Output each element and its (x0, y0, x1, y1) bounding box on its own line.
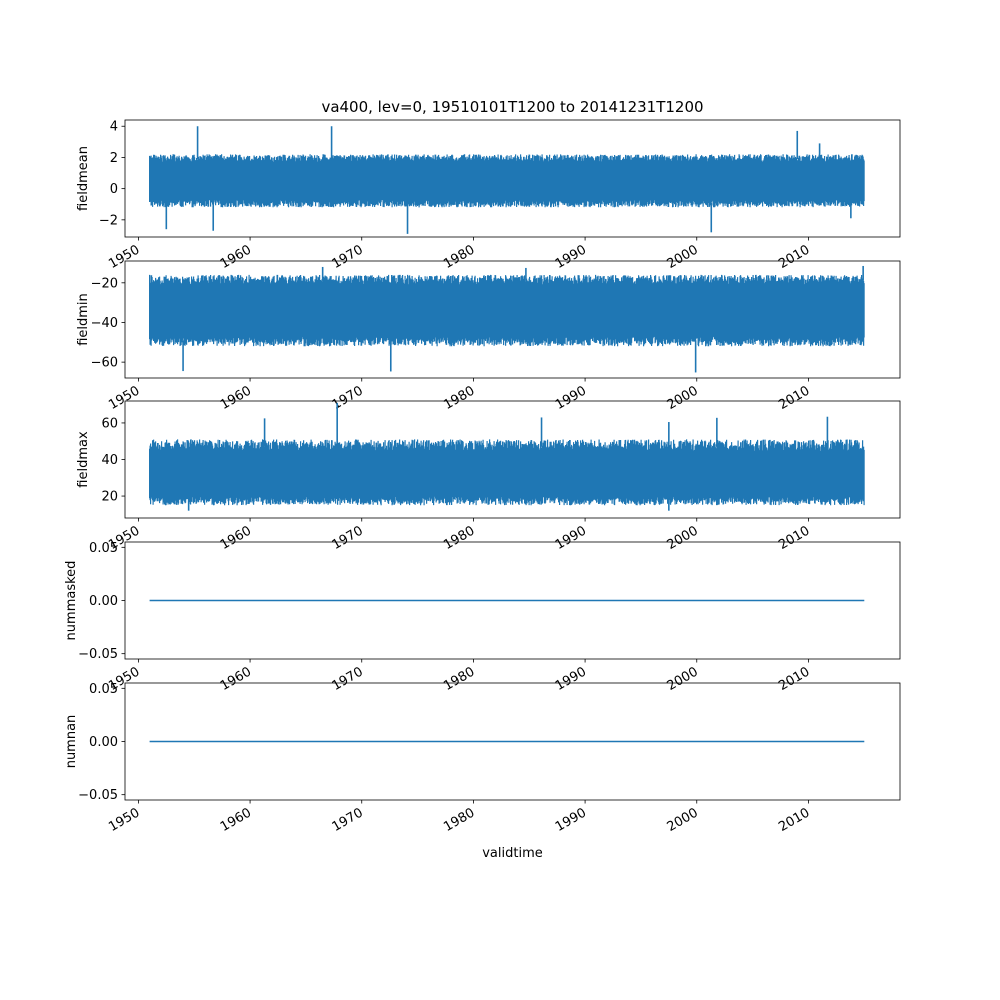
axes-frame-fieldmin (124, 260, 901, 379)
data-line-fieldmax (149, 439, 865, 506)
y-tick-label: 40 (101, 453, 118, 468)
y-axis-label: nummasked (64, 561, 79, 641)
y-tick-label: 0.00 (89, 594, 118, 609)
y-tick-label: −2 (99, 213, 118, 228)
y-tick-label: −20 (91, 276, 118, 291)
y-tick-label: 0.05 (89, 682, 118, 697)
y-tick-label: 60 (101, 416, 118, 431)
y-tick-label: −0.05 (78, 788, 118, 803)
y-tick-label: −40 (91, 316, 118, 331)
chart-title: va400, lev=0, 19510101T1200 to 20141231T… (321, 98, 703, 116)
y-tick-label: 4 (110, 120, 118, 135)
axes-frame-fieldmean (124, 119, 901, 238)
y-tick-label: 2 (110, 151, 118, 166)
y-tick-label: −60 (91, 356, 118, 371)
y-tick-label: −0.05 (78, 647, 118, 662)
data-line-fieldmin (149, 274, 865, 347)
y-tick-label: 0.00 (89, 735, 118, 750)
y-tick-label: 0.05 (89, 541, 118, 556)
y-axis-label: fieldmean (76, 146, 91, 211)
y-axis-label: fieldmax (76, 431, 91, 488)
y-axis-label: numnan (64, 715, 79, 769)
y-tick-label: 0 (110, 182, 118, 197)
data-line-fieldmean (149, 154, 865, 208)
y-axis-label: fieldmin (76, 293, 91, 346)
y-tick-label: 20 (101, 490, 118, 505)
x-axis-label: validtime (482, 846, 543, 861)
